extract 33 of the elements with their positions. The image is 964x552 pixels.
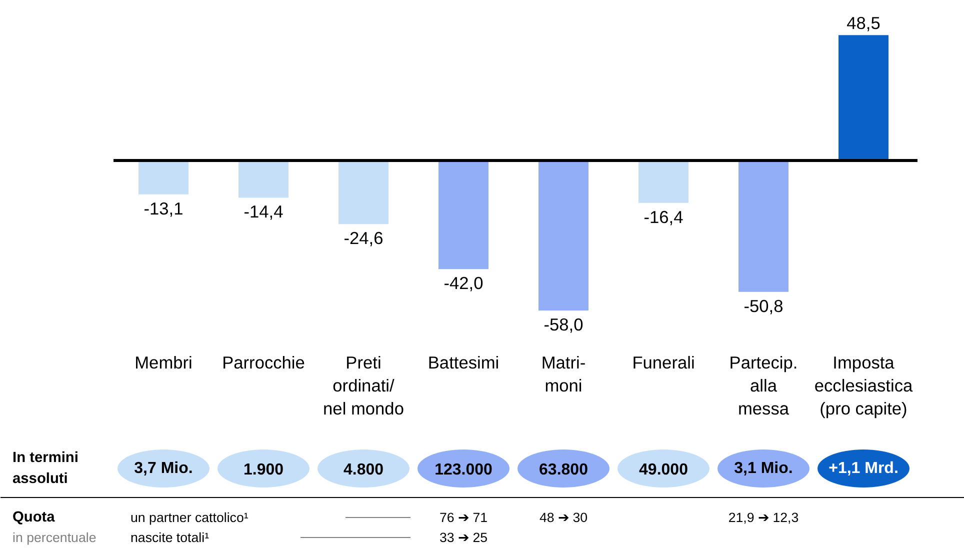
x-tick-label: Matri- moni — [541, 352, 586, 396]
x-tick-label: Partecip. alla messa — [729, 352, 798, 418]
data-label: -24,6 — [344, 228, 384, 248]
data-label: -14,4 — [244, 202, 284, 222]
text: 3,7 Mio. — [134, 460, 193, 477]
text: 123.000 — [434, 462, 493, 478]
text: 3,1 Mio. — [734, 460, 793, 477]
text: 1.900 — [243, 462, 284, 478]
text: 49.000 — [639, 462, 688, 478]
data-label: -16,4 — [644, 206, 684, 227]
text: Quota — [12, 510, 56, 526]
data-label: -50,8 — [744, 296, 784, 316]
data-label: 48,5 — [846, 13, 880, 34]
text: 48 ➔ 30 — [539, 510, 588, 525]
text: 63.800 — [539, 462, 588, 478]
text: +1,1 Mrd. — [828, 460, 898, 477]
x-tick-label: Battesimi — [428, 352, 500, 372]
text: 33 ➔ 25 — [439, 530, 488, 545]
text: 4.800 — [343, 462, 384, 478]
x-tick-label: Imposta ecclesiastica (pro capite) — [814, 352, 913, 418]
x-tick-label: Parrocchie — [222, 352, 305, 372]
text: 21,9 ➔ 12,3 — [728, 510, 799, 525]
text: 76 ➔ 71 — [439, 510, 488, 525]
data-label: -58,0 — [544, 314, 584, 334]
text: un partner cattolico¹ — [130, 510, 249, 525]
x-tick-label: Funerali — [632, 352, 695, 372]
text: in percentuale — [12, 530, 96, 545]
x-tick-label: Preti ordinati/ nel mondo — [323, 352, 404, 418]
text: In termini assoluti — [12, 450, 78, 487]
text: nascite totali¹ — [130, 530, 210, 545]
data-label: -13,1 — [144, 198, 184, 218]
data-label: -42,0 — [444, 273, 484, 294]
x-tick-label: Membri — [134, 352, 192, 372]
